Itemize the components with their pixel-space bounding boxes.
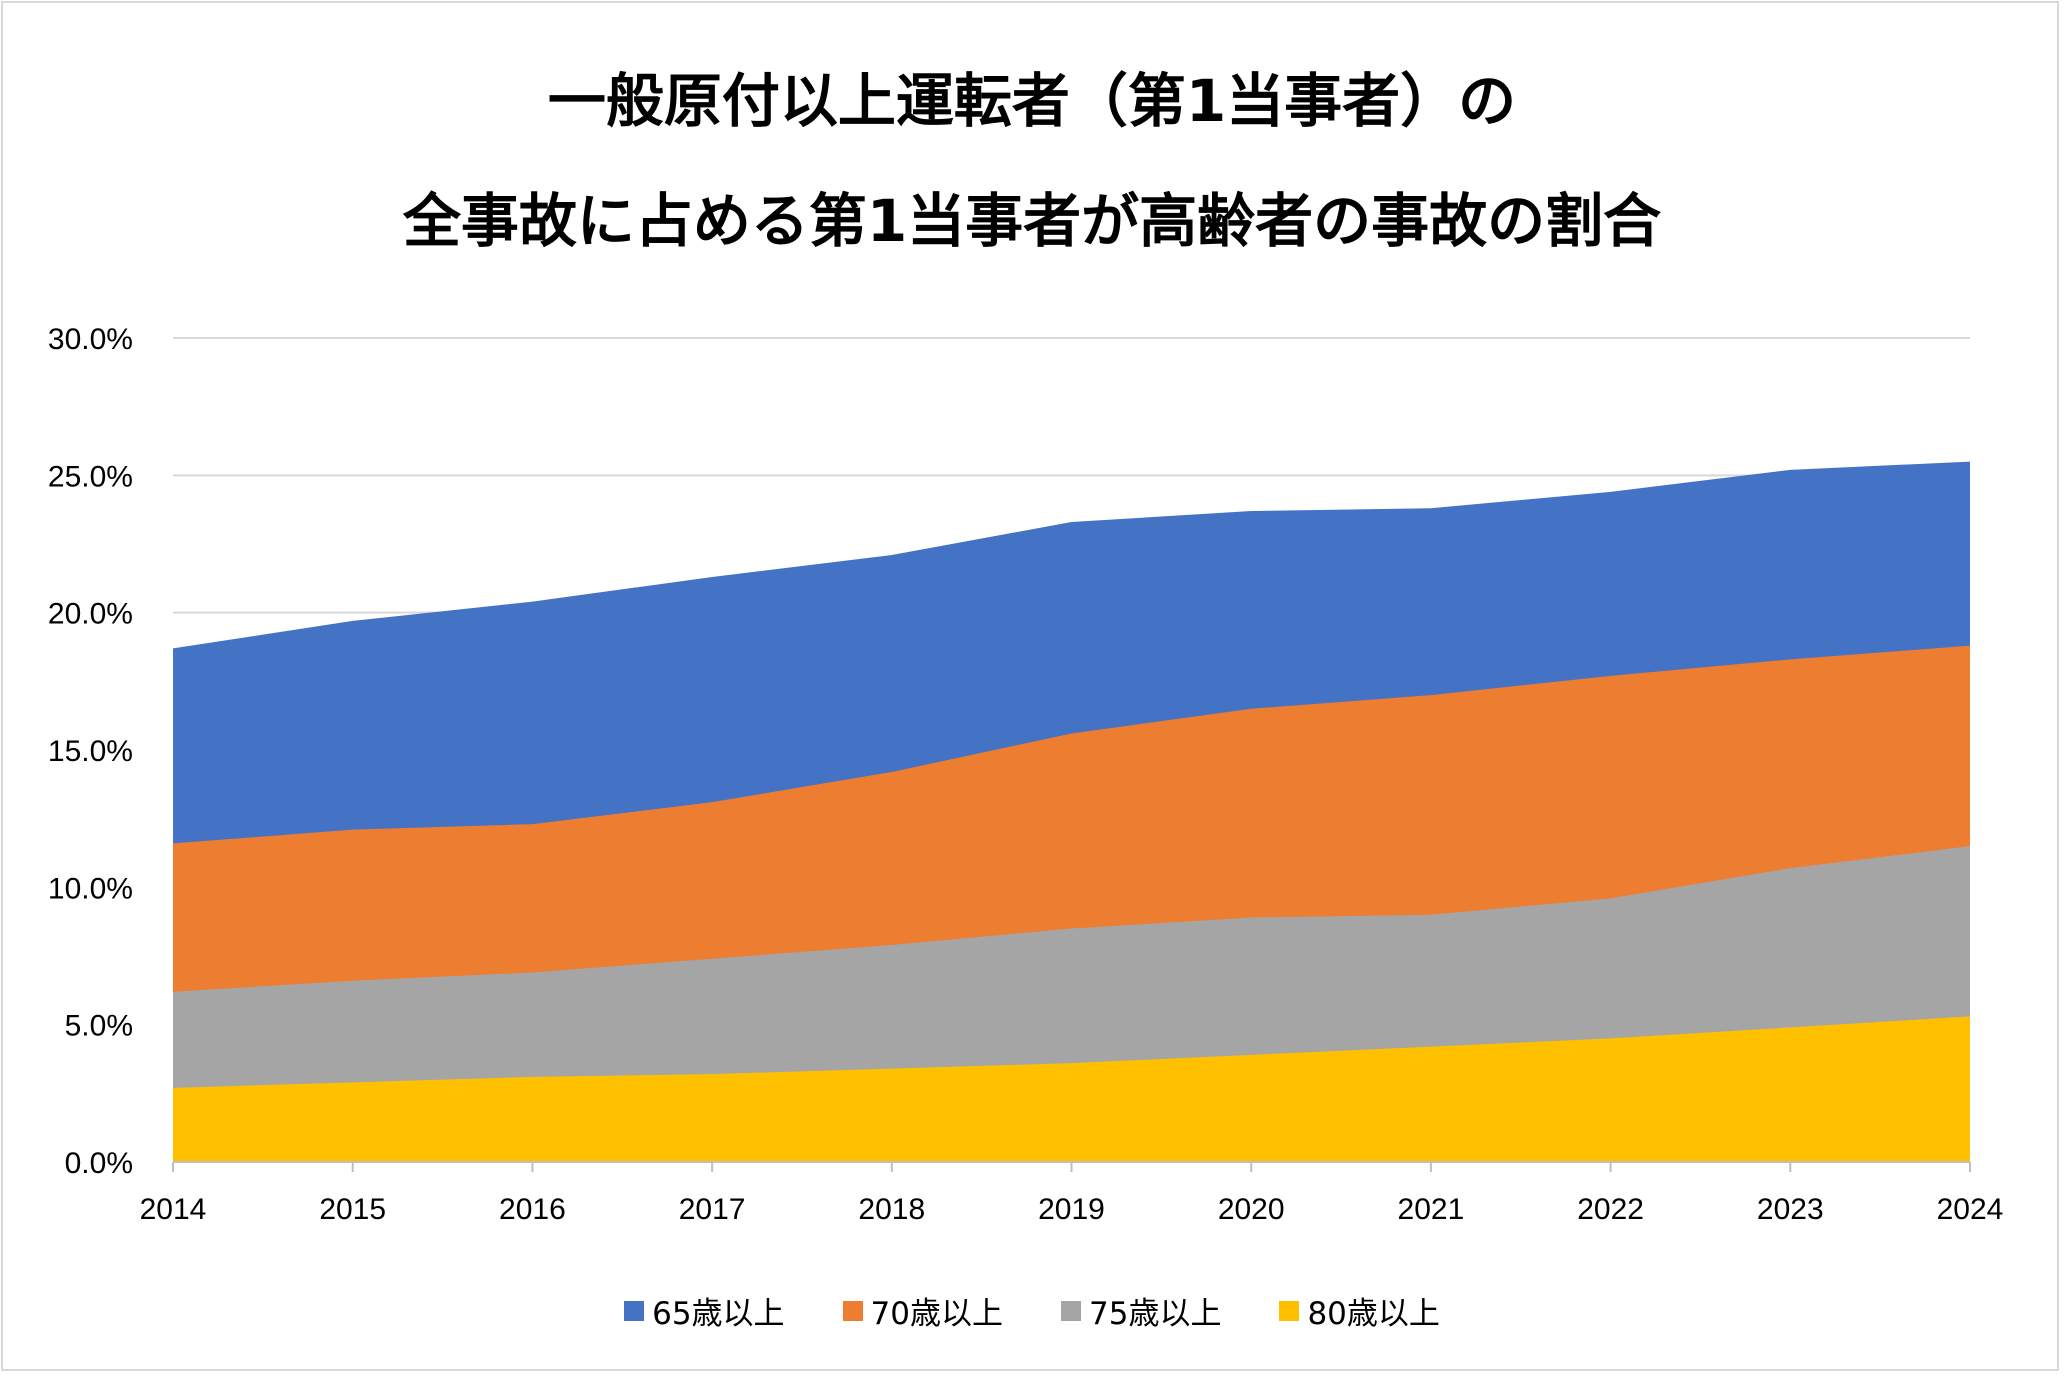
y-tick-label-4: 20.0% bbox=[48, 598, 133, 631]
legend-swatch-75 bbox=[1061, 1300, 1081, 1321]
axes bbox=[172, 1161, 1971, 1172]
legend-label-75: 75歳以上 bbox=[1089, 1296, 1222, 1332]
tick-labels: 0.0% 5.0% 10.0% 15.0% 20.0% 25.0% 30.0% 2014 201… bbox=[48, 323, 2003, 1226]
x-tick-label-2: 2016 bbox=[499, 1193, 566, 1226]
legend-item-75: 75歳以上 bbox=[1061, 1288, 1221, 1333]
legend-label-80: 80歳以上 bbox=[1307, 1296, 1440, 1332]
y-tick-label-1: 5.0% bbox=[65, 1010, 133, 1043]
x-tick-label-1: 2015 bbox=[319, 1193, 386, 1226]
legend-swatch-70 bbox=[842, 1300, 863, 1321]
y-tick-label-0: 0.0% bbox=[65, 1147, 133, 1180]
legend-label-70: 70歳以上 bbox=[870, 1296, 1003, 1332]
x-tick-label-3: 2017 bbox=[679, 1193, 746, 1226]
x-tick-label-6: 2020 bbox=[1218, 1193, 1285, 1226]
legend-item-70: 70歳以上 bbox=[842, 1288, 1003, 1333]
legend-item-65: 65歳以上 bbox=[624, 1288, 785, 1333]
y-tick-label-2: 10.0% bbox=[48, 872, 133, 905]
legend-swatch-80 bbox=[1279, 1300, 1300, 1321]
area-series-3 bbox=[173, 1016, 1970, 1162]
legend-swatch-65 bbox=[624, 1300, 645, 1321]
x-tick-label-8: 2022 bbox=[1577, 1193, 1644, 1226]
legend: 65歳以上 70歳以上 75歳以上 80歳以上 bbox=[0, 1288, 2064, 1333]
x-tick-label-5: 2019 bbox=[1038, 1193, 1105, 1226]
x-tick-label-7: 2021 bbox=[1398, 1193, 1465, 1226]
y-tick-label-3: 15.0% bbox=[48, 735, 133, 768]
x-tick-label-9: 2023 bbox=[1757, 1193, 1824, 1226]
x-tick-label-0: 2014 bbox=[140, 1193, 207, 1226]
y-tick-label-6: 30.0% bbox=[48, 323, 133, 356]
x-tick-label-10: 2024 bbox=[1937, 1193, 2004, 1226]
y-tick-label-5: 25.0% bbox=[48, 460, 133, 493]
chart-title-line-2: 全事故に占める第1当事者が高齢者の事故の割合 bbox=[402, 187, 1662, 255]
chart-title-line-1: 一般原付以上運転者（第1当事者）の bbox=[547, 67, 1517, 135]
legend-label-65: 65歳以上 bbox=[652, 1296, 785, 1332]
x-tick-label-4: 2018 bbox=[858, 1193, 925, 1226]
areas bbox=[173, 461, 1970, 1163]
legend-item-80: 80歳以上 bbox=[1279, 1288, 1440, 1333]
